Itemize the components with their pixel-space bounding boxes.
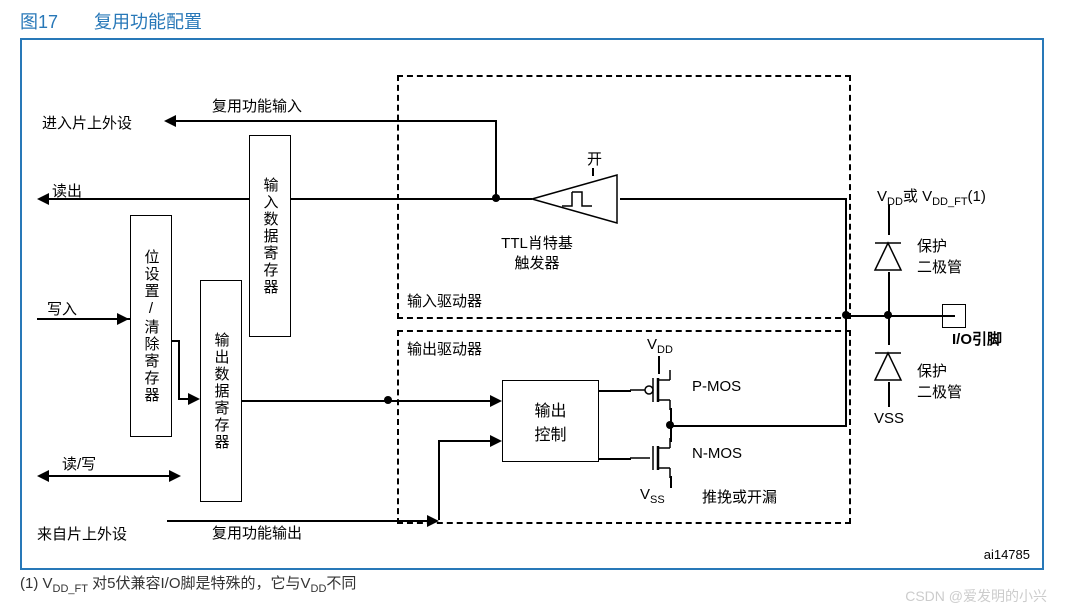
vss-bottom-label: VSS xyxy=(874,410,904,427)
bit-set-reset-register: 位设置/清除寄存器 xyxy=(130,215,172,437)
alt-func-input-label: 复用功能输入 xyxy=(212,95,302,116)
from-peripheral-label: 来自片上外设 xyxy=(37,523,127,544)
line-d2-top xyxy=(888,315,890,345)
protection-diode-top-icon xyxy=(870,235,906,275)
line-ctrl-nmos xyxy=(599,458,631,460)
io-pin-label: I/O引脚 xyxy=(952,328,1002,349)
line-schmitt-right xyxy=(620,198,845,200)
line-mos-out xyxy=(670,425,845,427)
line-d1-top xyxy=(888,205,890,235)
on-label: 开 xyxy=(587,148,602,169)
diagram-frame: 进入片上外设 复用功能输入 读出 写入 读/写 来自片上外设 复用功能输出 位设… xyxy=(20,38,1044,570)
output-driver-box xyxy=(397,330,851,524)
footnote: (1) VDD_FT 对5伏兼容I/O脚是特殊的，它与VDD不同 xyxy=(20,572,356,595)
protection-diode-bottom-icon xyxy=(870,345,906,385)
output-control-box: 输出 控制 xyxy=(502,380,599,462)
input-data-register: 输入数据寄存器 xyxy=(249,135,291,337)
schmitt-trigger-icon xyxy=(527,170,622,228)
line-odr-out xyxy=(242,400,387,402)
line-read xyxy=(49,198,249,200)
doc-ref: ai14785 xyxy=(984,547,1030,562)
line-d2-bot xyxy=(888,382,890,407)
trigger-label: 触发器 xyxy=(472,252,602,273)
line-schmitt-down xyxy=(845,198,847,315)
line-mos-out-up xyxy=(845,315,847,427)
arrow-rw-left xyxy=(37,470,49,482)
figure-title: 图17 复用功能配置 xyxy=(20,8,202,34)
io-pin-box xyxy=(942,304,966,328)
to-peripheral-label: 进入片上外设 xyxy=(42,112,132,133)
input-driver-label: 输入驱动器 xyxy=(407,290,482,311)
output-driver-label: 输出驱动器 xyxy=(407,338,482,359)
pmos-icon xyxy=(630,370,690,410)
nmos-icon xyxy=(630,438,690,478)
arrow-read xyxy=(37,193,49,205)
line-ctrl-pmos xyxy=(599,390,631,392)
vdd-or-label: VDD或 VDD_FT(1) xyxy=(877,185,986,208)
push-pull-label: 推挽或开漏 xyxy=(702,486,777,507)
line-vss xyxy=(670,476,672,488)
line-bsr-out2 xyxy=(178,340,180,400)
arrow-bsr-out xyxy=(188,393,200,405)
prot-diode-top-label: 保护 二极管 xyxy=(917,235,962,277)
arrow-write xyxy=(117,313,129,325)
vss-label: VSS xyxy=(640,486,665,506)
input-driver-box xyxy=(397,75,851,319)
arrow-to-peripheral xyxy=(164,115,176,127)
vdd-label: VDD xyxy=(647,336,673,356)
arrow-rw-right xyxy=(169,470,181,482)
schmitt-label: TTL肖特基 xyxy=(472,232,602,253)
line-to-io xyxy=(845,315,955,317)
write-label: 写入 xyxy=(47,298,77,319)
line-rw xyxy=(49,475,169,477)
pmos-label: P-MOS xyxy=(692,378,741,395)
alt-func-output-label: 复用功能输出 xyxy=(212,522,302,543)
readwrite-label: 读/写 xyxy=(62,453,96,474)
watermark: CSDN @爱发明的小兴 xyxy=(905,586,1047,606)
prot-diode-bot-label: 保护 二极管 xyxy=(917,360,962,402)
line-d1-bot xyxy=(888,272,890,316)
node-dot-io1 xyxy=(842,311,850,319)
output-data-register: 输出数据寄存器 xyxy=(200,280,242,502)
nmos-label: N-MOS xyxy=(692,445,742,462)
line-on xyxy=(592,168,594,176)
